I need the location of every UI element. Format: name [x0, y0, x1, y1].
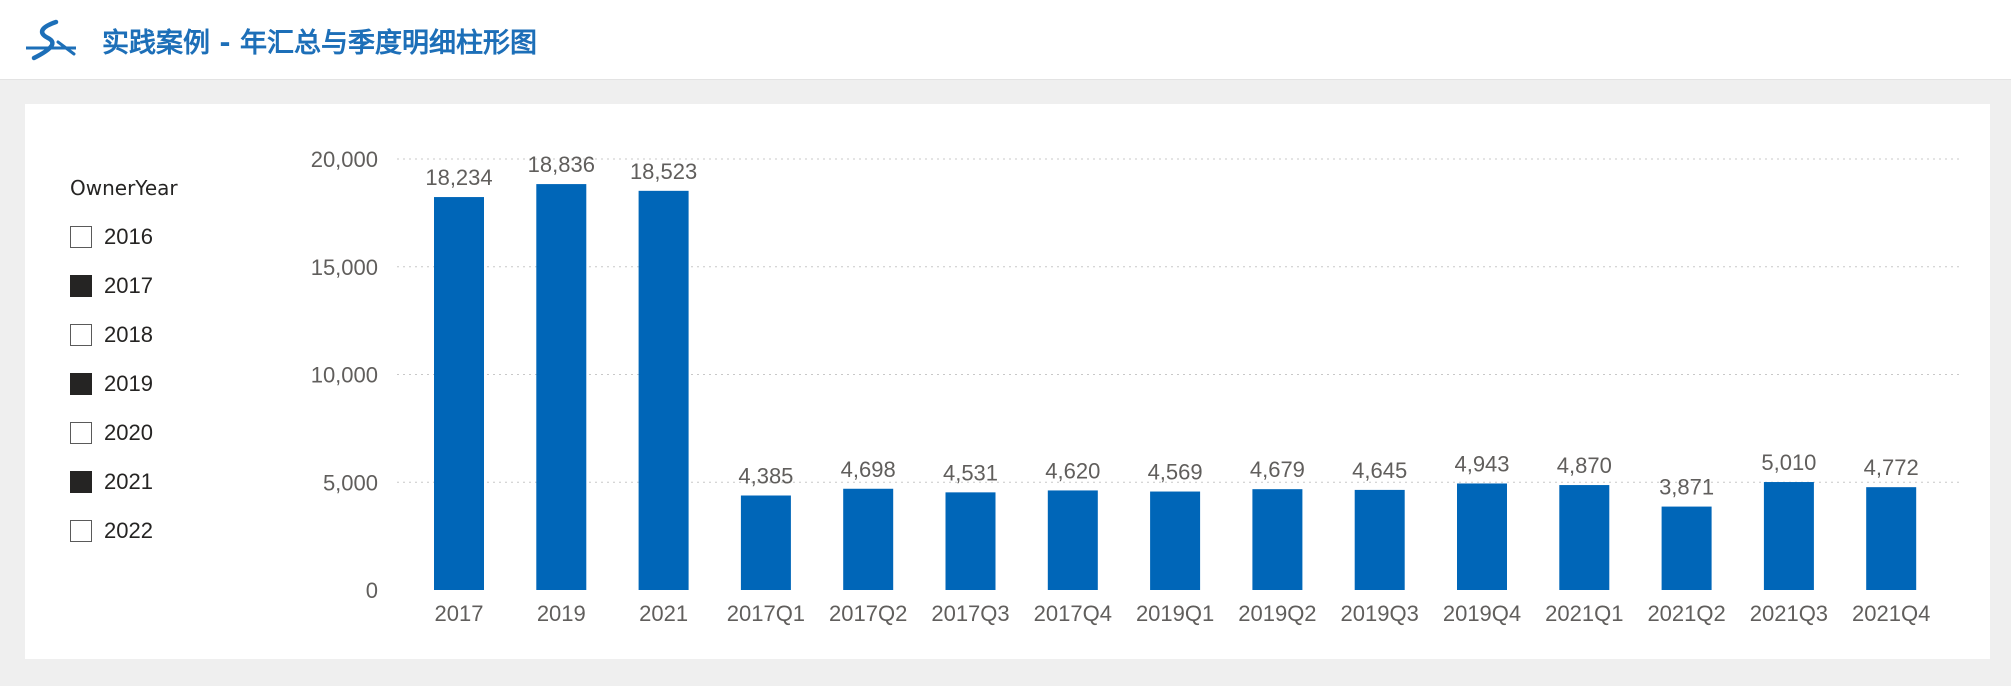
slicer-item-label: 2019 [104, 370, 153, 396]
data-label: 18,836 [528, 152, 595, 177]
x-tick-label: 2021 [639, 601, 688, 626]
x-tick-label: 2021Q1 [1545, 601, 1623, 626]
slicer-checkbox[interactable] [70, 323, 92, 346]
slicer-item-label: 2017 [104, 272, 153, 298]
slicer-item-2016[interactable]: 2016 [70, 212, 178, 261]
slicer-item-label: 2022 [104, 517, 153, 543]
x-tick-label: 2019Q4 [1443, 601, 1521, 626]
data-label: 4,943 [1454, 451, 1509, 476]
slicer-title: OwnerYear [70, 176, 178, 200]
slicer-item-label: 2021 [104, 468, 153, 494]
x-tick-label: 2019Q2 [1238, 601, 1316, 626]
y-tick-label: 20,000 [311, 147, 378, 172]
data-label: 4,870 [1557, 453, 1612, 478]
data-label: 4,385 [738, 464, 793, 489]
bar-2021Q2 [1661, 506, 1712, 590]
slicer-item-2021[interactable]: 2021 [70, 457, 178, 506]
slicer-item-2017[interactable]: 2017 [70, 261, 178, 310]
x-tick-label: 2017Q4 [1034, 601, 1112, 626]
y-tick-label: 15,000 [311, 255, 378, 280]
slicer-item-2019[interactable]: 2019 [70, 359, 178, 408]
bar-2021Q1 [1559, 485, 1610, 590]
data-label: 4,772 [1864, 455, 1919, 480]
x-tick-label: 2017Q3 [931, 601, 1009, 626]
slicer-checkbox[interactable] [70, 470, 92, 493]
x-tick-label: 2017 [435, 601, 484, 626]
x-tick-label: 2021Q4 [1852, 601, 1930, 626]
bar-2017Q4 [1047, 490, 1098, 590]
bar-2017Q2 [843, 488, 894, 590]
slicer-item-2018[interactable]: 2018 [70, 310, 178, 359]
bar-2021 [638, 190, 689, 590]
slicer-checkbox[interactable] [70, 274, 92, 297]
data-label: 4,620 [1045, 458, 1100, 483]
bar-2019Q4 [1457, 483, 1507, 590]
data-label: 18,234 [425, 165, 492, 190]
slicer-item-label: 2018 [104, 321, 153, 347]
owner-year-slicer: OwnerYear 2016 2017 2018 2019 2020 2021 2022 [70, 176, 178, 555]
header-bar: 实践案例 - 年汇总与季度明细柱形图 [0, 0, 2011, 80]
bar-2019Q1 [1150, 491, 1201, 590]
bar-2017Q3 [945, 492, 996, 590]
slicer-item-2022[interactable]: 2022 [70, 506, 178, 555]
x-tick-label: 2019Q3 [1341, 601, 1419, 626]
slicer-list: 2016 2017 2018 2019 2020 2021 2022 [70, 212, 178, 555]
y-tick-label: 5,000 [323, 470, 378, 495]
slicer-checkbox[interactable] [70, 372, 92, 395]
slicer-item-label: 2016 [104, 223, 153, 249]
data-label: 4,569 [1148, 460, 1203, 485]
bar-2019Q3 [1354, 489, 1405, 590]
bar-2019Q2 [1252, 489, 1303, 590]
page-title: 实践案例 - 年汇总与季度明细柱形图 [102, 28, 538, 59]
slicer-checkbox[interactable] [70, 225, 92, 248]
slicer-checkbox[interactable] [70, 519, 92, 542]
data-label: 4,531 [943, 460, 998, 485]
slicer-item-2020[interactable]: 2020 [70, 408, 178, 457]
y-tick-label: 10,000 [311, 363, 378, 388]
data-label: 4,645 [1352, 458, 1407, 483]
y-tick-label: 0 [366, 578, 378, 603]
data-label: 3,871 [1659, 475, 1714, 500]
data-label: 4,679 [1250, 457, 1305, 482]
bar-2019 [536, 184, 587, 590]
stroke-logo-icon [26, 19, 76, 61]
data-label: 18,523 [630, 159, 697, 184]
slicer-checkbox[interactable] [70, 421, 92, 444]
slicer-item-label: 2020 [104, 419, 153, 445]
bar-2017 [434, 197, 484, 590]
bar-2021Q3 [1763, 482, 1814, 590]
x-tick-label: 2017Q2 [829, 601, 907, 626]
bar-2017Q1 [740, 495, 791, 590]
x-tick-label: 2021Q2 [1647, 601, 1725, 626]
data-label: 4,698 [841, 457, 896, 482]
x-tick-label: 2017Q1 [727, 601, 805, 626]
bar-2021Q4 [1866, 487, 1917, 590]
x-tick-label: 2019Q1 [1136, 601, 1214, 626]
x-tick-label: 2021Q3 [1750, 601, 1828, 626]
x-tick-label: 2019 [537, 601, 586, 626]
data-label: 5,010 [1761, 450, 1816, 475]
